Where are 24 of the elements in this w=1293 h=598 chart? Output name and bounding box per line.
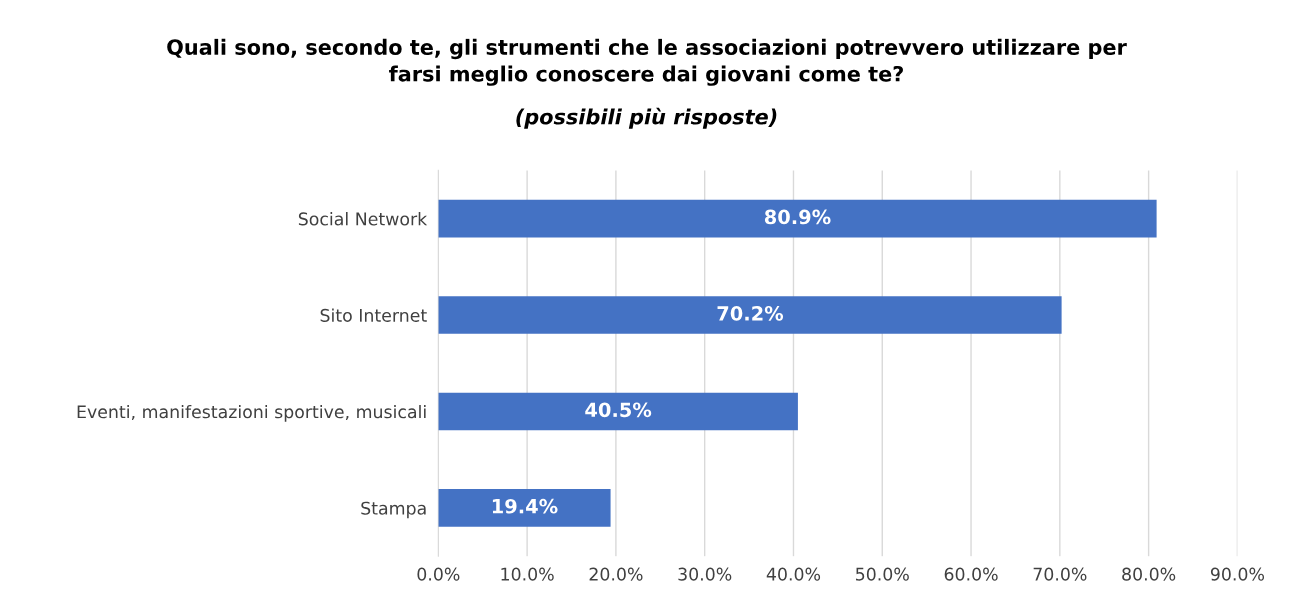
x-tick-label: 10.0% [501, 567, 554, 581]
bar [438, 296, 1062, 334]
y-tick-label: Eventi, manifestazioni sportive, musicali [77, 404, 426, 422]
chart-subtitle: (possibili più risposte) [516, 107, 777, 129]
x-tick-label: 70.0% [1033, 567, 1087, 581]
bar [438, 392, 798, 431]
x-tick-label: 60.0% [944, 567, 998, 581]
bar [438, 489, 611, 527]
y-tick-label: Stampa [361, 501, 426, 519]
chart-title: Quali sono, secondo te, gli strumenti che le associazioni potrevvero utilizzare per farsi meglio conoscere dai giovani come te? [167, 38, 1127, 86]
x-tick-label: 80.0% [1122, 567, 1176, 581]
bar [438, 199, 1157, 238]
x-tick-label: 90.0% [1210, 567, 1265, 581]
x-tick-label: 40.0% [766, 567, 821, 581]
data-label: 19.4% [492, 498, 558, 514]
y-tick-label: Sito Internet [320, 308, 427, 322]
data-label: 80.9% [764, 209, 831, 225]
x-tick-label: 0.0% [417, 567, 460, 581]
data-label: 40.5% [585, 402, 652, 418]
x-tick-label: 30.0% [678, 567, 732, 581]
data-label: 70.2% [717, 306, 784, 321]
y-tick-label: Social Network [298, 212, 428, 226]
x-tick-label: 50.0% [856, 567, 909, 581]
x-tick-label: 20.0% [589, 567, 643, 581]
